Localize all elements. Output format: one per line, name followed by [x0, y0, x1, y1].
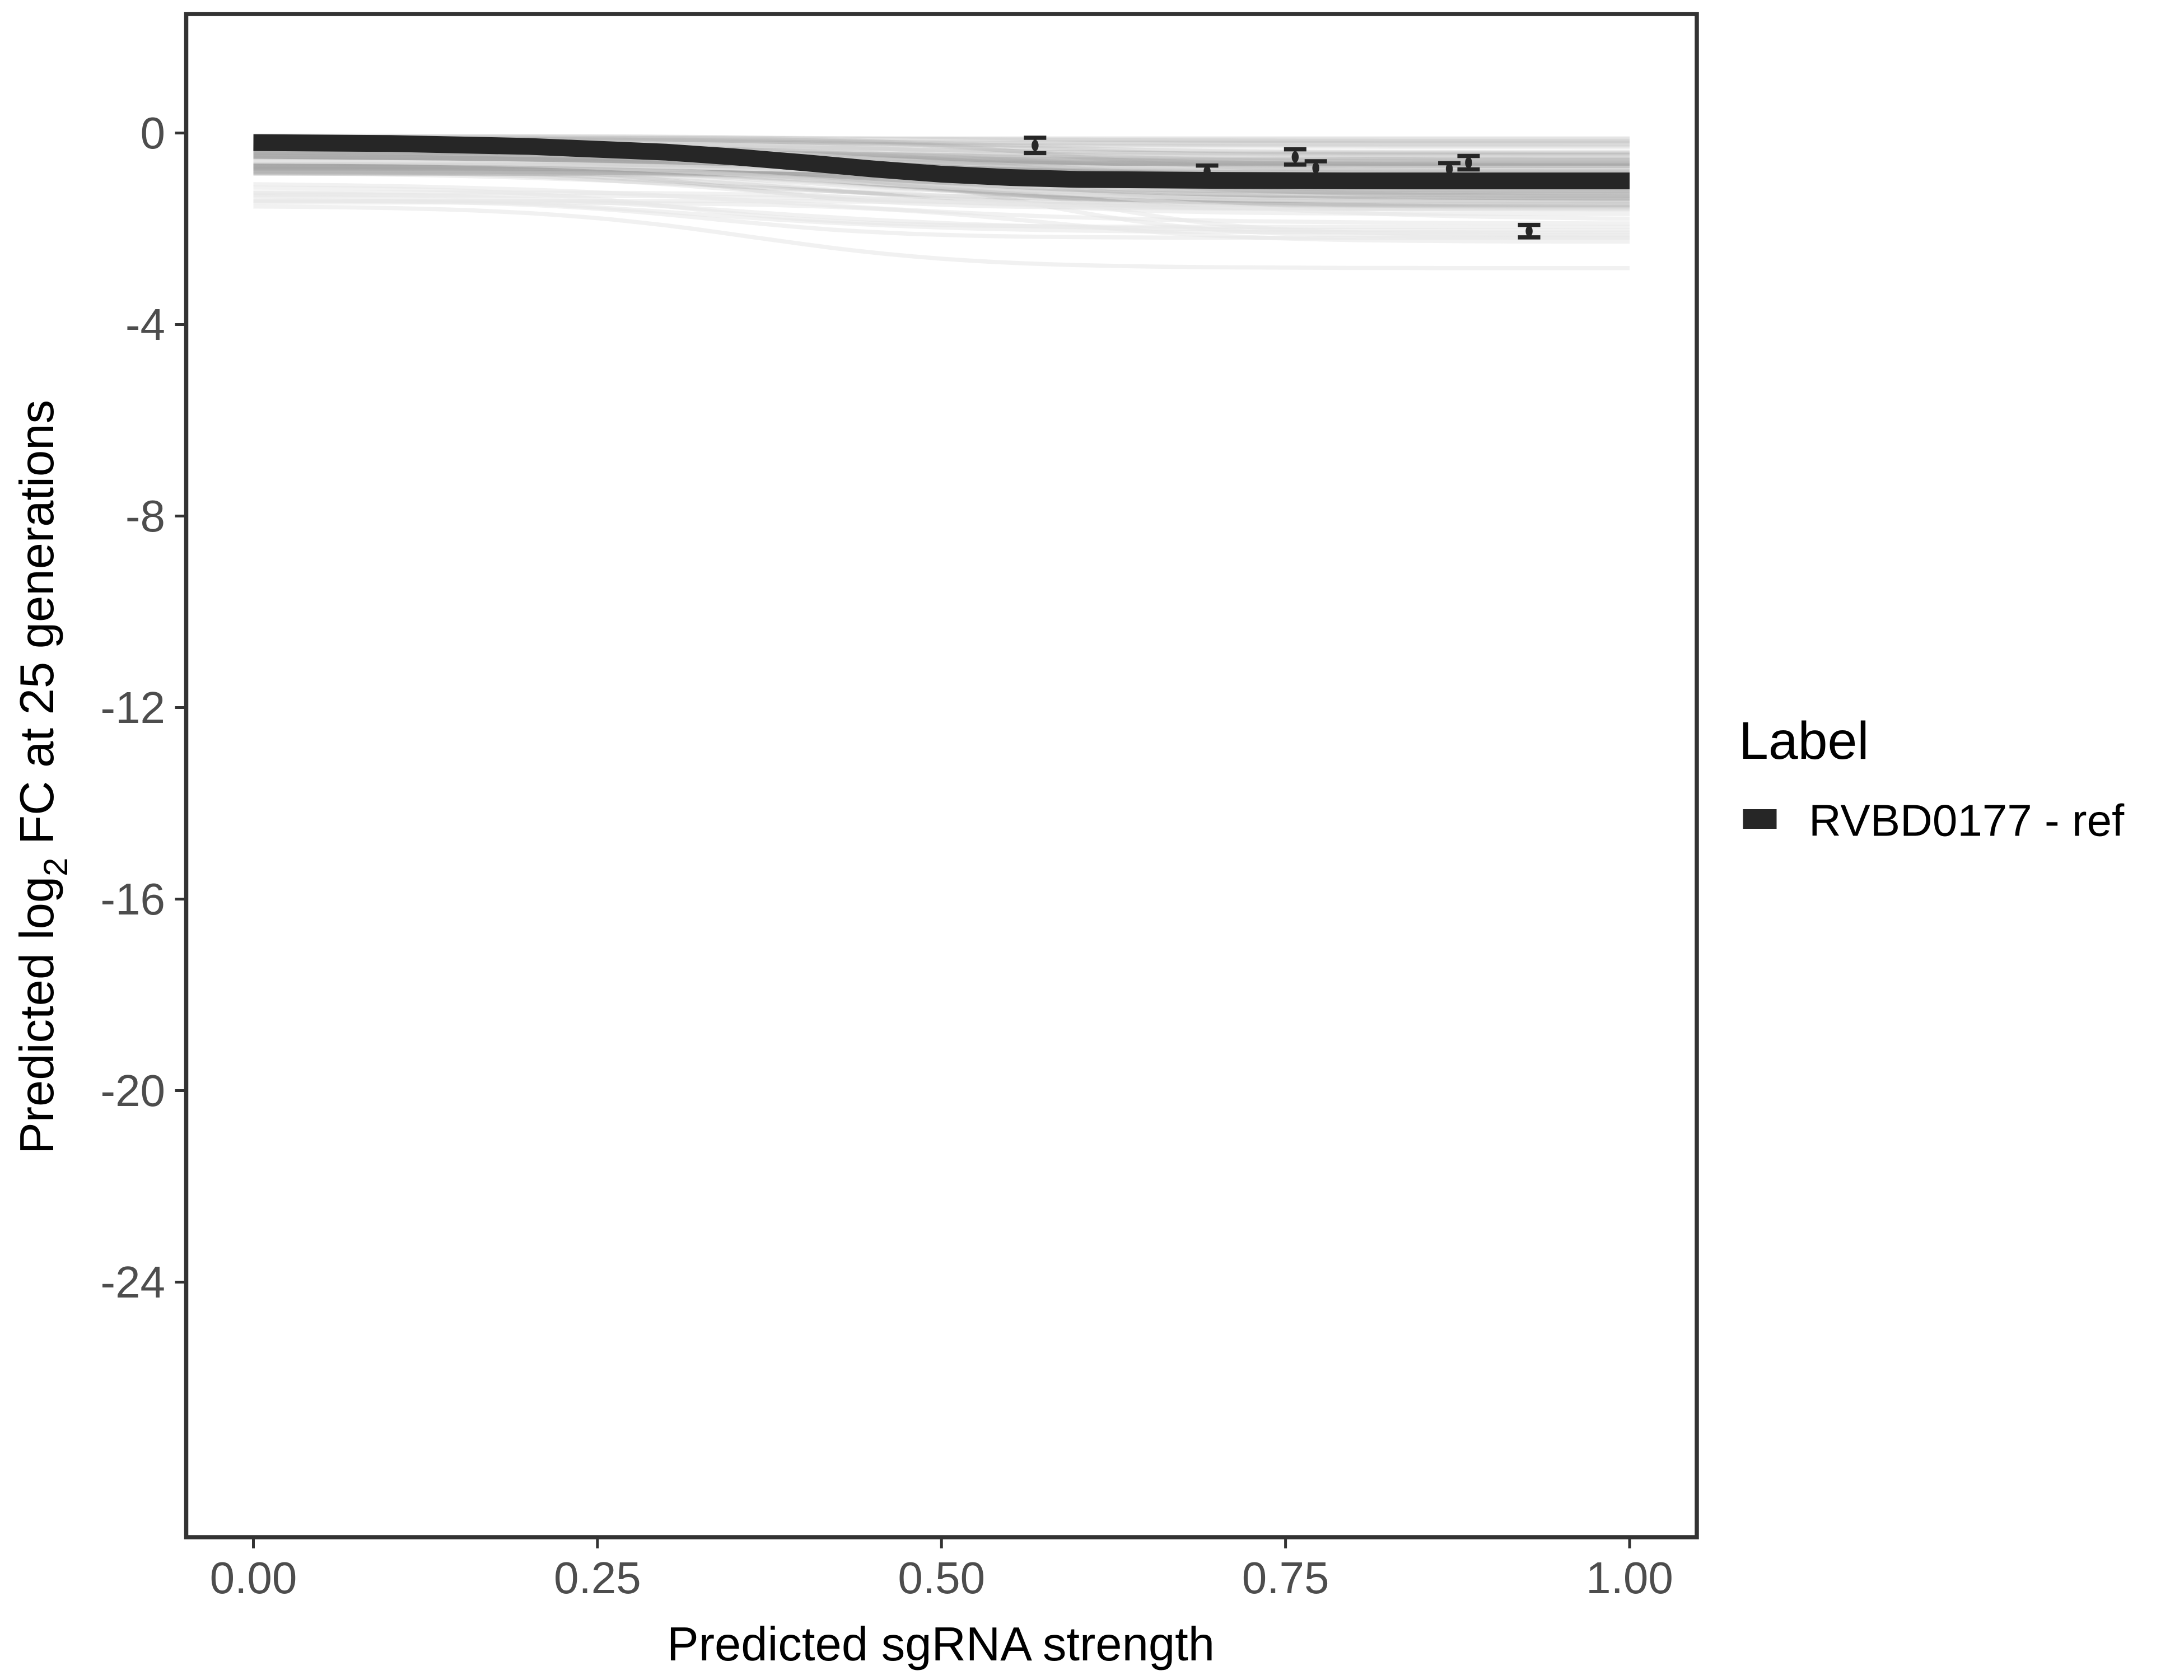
y-tick-label: -16 [100, 874, 165, 924]
y-tick-label: -8 [125, 491, 165, 541]
observed-point [1024, 136, 1047, 156]
y-axis-label: Predicted log2 FC at 25 generations [11, 400, 74, 1154]
y-tick-label: 0 [141, 108, 166, 158]
point-marker [1032, 139, 1039, 151]
posterior-draw-line [253, 191, 1630, 233]
posterior-draw-line [253, 134, 1630, 174]
fit-curve-line [253, 134, 1630, 189]
point-marker [1525, 225, 1533, 237]
observed-point [1304, 159, 1327, 177]
point-marker [1445, 163, 1453, 175]
x-tick-label: 1.00 [1586, 1553, 1673, 1603]
x-tick-label: 0.75 [1242, 1553, 1329, 1603]
y-axis: 0 -4 -8 -12 -16 -20 -24 [100, 108, 186, 1307]
observed-point [1196, 163, 1219, 179]
fit-curves [253, 134, 1630, 189]
posterior-draw-line [253, 182, 1630, 226]
posterior-draw-line [253, 204, 1630, 270]
observed-point [1518, 222, 1541, 240]
legend: Label RVBD0177 - ref [1739, 711, 2125, 846]
legend-title: Label [1739, 711, 1869, 771]
x-tick-label: 0.50 [898, 1553, 985, 1603]
observed-point [1457, 153, 1480, 172]
x-axis-label: Predicted sgRNA strength [667, 1618, 1215, 1671]
y-tick-label: -4 [125, 300, 165, 349]
point-marker [1465, 157, 1472, 169]
legend-key-rvbd0177 [1743, 809, 1777, 829]
observed-point [1284, 147, 1306, 167]
y-tick-label: -20 [100, 1066, 165, 1116]
x-tick-label: 0.25 [554, 1553, 641, 1603]
posterior-draw-line [253, 166, 1630, 199]
y-tick-label: -12 [100, 683, 165, 732]
observed-point [1438, 161, 1461, 177]
y-tick-label: -24 [100, 1257, 165, 1307]
observed-points [1024, 136, 1541, 240]
posterior-draw-line [253, 190, 1630, 212]
posterior-draws [253, 133, 1630, 270]
point-marker [1291, 151, 1299, 163]
legend-label-rvbd0177: RVBD0177 - ref [1809, 796, 2125, 846]
point-marker [1312, 162, 1319, 174]
x-tick-label: 0.00 [210, 1553, 297, 1603]
x-axis: 0.00 0.25 0.50 0.75 1.00 [210, 1537, 1673, 1603]
point-marker [1203, 165, 1211, 177]
